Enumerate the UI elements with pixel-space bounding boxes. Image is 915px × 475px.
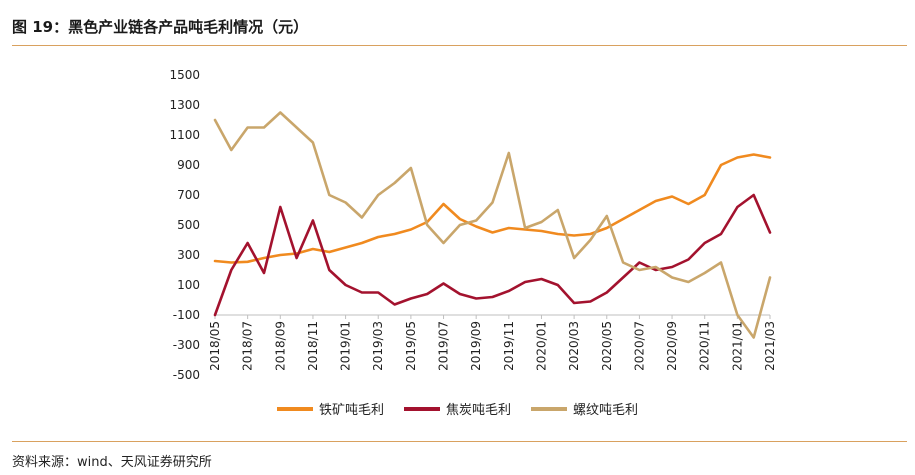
series-line-0: [213, 153, 772, 264]
x-tick-label: 2018/09: [273, 321, 287, 371]
chart-title: 图 19：黑色产业链各产品吨毛利情况（元）: [12, 18, 309, 36]
legend-label-iron-ore: 铁矿吨毛利: [318, 403, 384, 418]
title-divider: [12, 45, 907, 46]
x-tick-label: 2018/05: [208, 321, 222, 371]
y-tick-label: -300: [173, 338, 200, 352]
x-tick-label: 2020/07: [632, 321, 646, 371]
x-tick-label: 2021/01: [730, 321, 744, 371]
y-tick-label: 900: [177, 158, 200, 172]
y-tick-label: 1500: [169, 68, 200, 82]
y-tick-label: 1300: [169, 98, 200, 112]
x-tick-label: 2019/09: [469, 321, 483, 371]
x-tick-label: 2019/07: [437, 321, 451, 371]
y-tick-label: 700: [177, 188, 200, 202]
x-axis: 2018/05 2018/07 2018/09 2018/11 2019/01 2019/…: [208, 314, 777, 371]
x-tick-label: 2019/01: [339, 321, 353, 371]
y-tick-label: 300: [177, 248, 200, 262]
legend-swatch-iron-ore: [276, 406, 313, 411]
legend-item-iron-ore: 铁矿吨毛利: [276, 399, 384, 418]
series-line-1: [213, 193, 772, 317]
x-tick-label: 2021/03: [763, 321, 777, 371]
legend-label-rebar: 螺纹吨毛利: [573, 403, 639, 418]
x-tick-label: 2020/09: [665, 321, 679, 371]
x-tick-label: 2020/05: [600, 321, 614, 371]
series-group: [213, 111, 772, 339]
x-tick-label: 2020/11: [698, 321, 712, 371]
footer-divider: [12, 441, 907, 442]
y-tick-label: 500: [177, 218, 200, 232]
y-axis: -500 -300 -100 100 300 500 700 900 1100 1300 1500: [169, 68, 200, 382]
x-tick-label: 2019/11: [502, 321, 516, 371]
x-tick-label: 2020/01: [534, 321, 548, 371]
x-tick-label: 2020/03: [567, 321, 581, 371]
legend-swatch-coke: [403, 406, 440, 411]
x-tick-label: 2018/11: [306, 321, 320, 371]
legend-item-rebar: 螺纹吨毛利: [531, 399, 638, 418]
legend-item-coke: 焦炭吨毛利: [403, 399, 511, 418]
y-tick-label: -100: [173, 308, 200, 322]
legend: 铁矿吨毛利 焦炭吨毛利 螺纹吨毛利: [0, 399, 915, 418]
y-tick-label: -500: [173, 368, 200, 382]
series-line-2: [213, 111, 772, 339]
source-note: 资料来源：wind、天风证券研究所: [12, 455, 212, 470]
legend-label-coke: 焦炭吨毛利: [445, 403, 511, 418]
x-tick-label: 2019/03: [371, 321, 385, 371]
y-tick-label: 100: [177, 278, 200, 292]
x-tick-label: 2019/05: [404, 321, 418, 371]
legend-swatch-rebar: [531, 406, 567, 411]
x-tick-label: 2018/07: [241, 321, 255, 371]
y-tick-label: 1100: [169, 128, 200, 142]
